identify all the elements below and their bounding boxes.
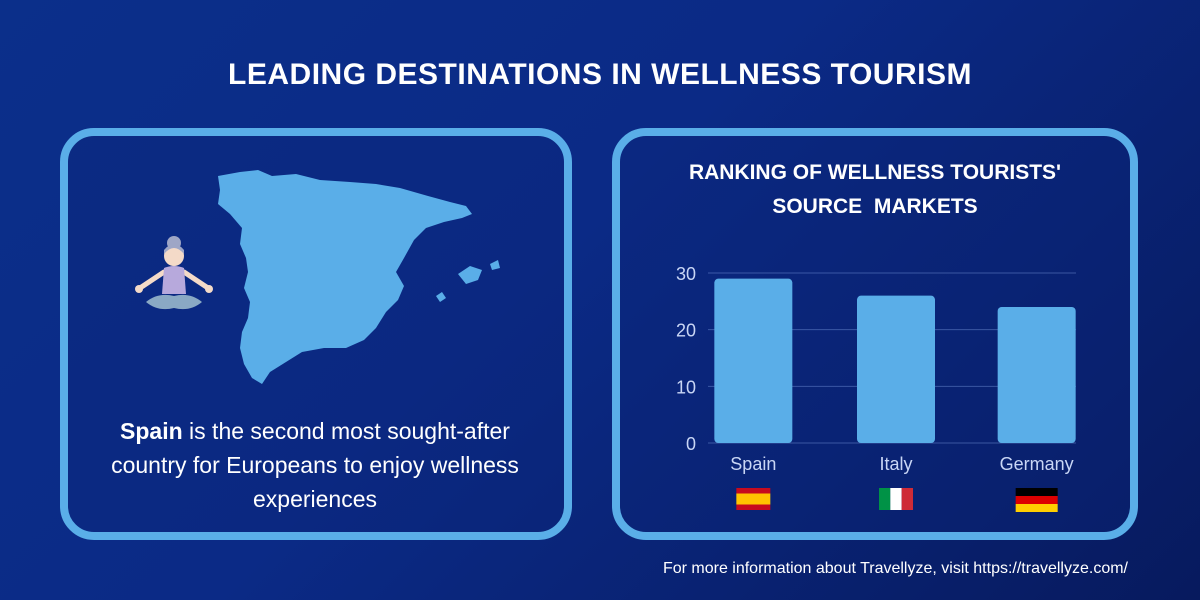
chart-title-line1: RANKING OF WELLNESS TOURISTS' xyxy=(688,161,1062,184)
chart-title: RANKING OF WELLNESS TOURISTS' SOURCE MAR… xyxy=(612,156,1138,224)
x-tick-label: Germany xyxy=(1000,454,1074,474)
spain-caption: Spain is the second most sought-after co… xyxy=(90,414,540,516)
germany-flag xyxy=(1015,488,1058,512)
y-tick-label: 10 xyxy=(676,377,696,397)
bar-germany xyxy=(997,307,1076,443)
spain-map-icon xyxy=(218,170,500,384)
footer-note: For more information about Travellyze, v… xyxy=(662,560,1128,577)
meditating-person-icon xyxy=(135,236,213,310)
y-tick-label: 0 xyxy=(686,434,696,454)
spain-flag xyxy=(736,488,771,510)
y-tick-label: 30 xyxy=(676,264,696,284)
chart-title-line2: SOURCE MARKETS xyxy=(772,195,978,218)
bar-spain xyxy=(714,278,793,443)
page-title: LEADING DESTINATIONS IN WELLNESS TOURISM xyxy=(228,58,972,91)
italy-flag xyxy=(879,488,913,510)
y-tick-label: 20 xyxy=(676,321,696,341)
bar-italy xyxy=(857,295,935,443)
caption-text: is the second most sought-after country … xyxy=(111,418,519,512)
x-tick-label: Spain xyxy=(730,454,776,474)
caption-highlight: Spain xyxy=(120,418,183,444)
x-tick-label: Italy xyxy=(879,454,912,474)
